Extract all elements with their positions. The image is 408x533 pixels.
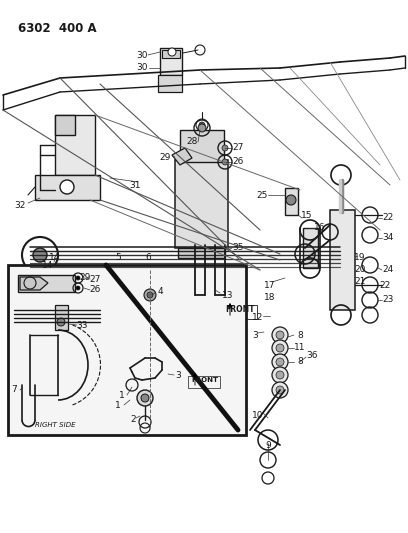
Text: 11: 11 — [294, 343, 306, 352]
Text: 30: 30 — [136, 63, 148, 72]
Text: 1: 1 — [119, 391, 125, 400]
Circle shape — [198, 124, 206, 132]
Circle shape — [272, 367, 288, 383]
Text: FRONT: FRONT — [225, 305, 255, 314]
Text: 29: 29 — [159, 154, 171, 163]
Text: 9: 9 — [265, 440, 271, 449]
Circle shape — [147, 292, 153, 298]
Circle shape — [76, 276, 80, 280]
Text: 21: 21 — [354, 278, 366, 287]
Text: 16: 16 — [314, 223, 326, 232]
Bar — [222, 305, 257, 319]
Circle shape — [57, 318, 65, 326]
Text: 22: 22 — [382, 214, 394, 222]
Text: 29: 29 — [79, 273, 91, 282]
Polygon shape — [285, 188, 298, 215]
Text: 2: 2 — [130, 416, 136, 424]
Circle shape — [222, 159, 228, 165]
Text: 1: 1 — [115, 400, 121, 409]
Circle shape — [60, 180, 74, 194]
Text: 25: 25 — [256, 190, 268, 199]
Text: 5: 5 — [115, 254, 121, 262]
Circle shape — [272, 340, 288, 356]
Circle shape — [272, 382, 288, 398]
Polygon shape — [175, 160, 228, 248]
Text: 14: 14 — [49, 254, 61, 262]
Text: 27: 27 — [89, 276, 101, 285]
Text: 26: 26 — [232, 157, 244, 166]
Polygon shape — [158, 75, 182, 92]
Polygon shape — [178, 248, 225, 258]
Text: 10: 10 — [252, 410, 264, 419]
Text: 7: 7 — [11, 385, 17, 394]
Text: 22: 22 — [379, 280, 390, 289]
Polygon shape — [303, 228, 318, 268]
Text: 18: 18 — [264, 294, 276, 303]
Polygon shape — [35, 175, 100, 200]
Circle shape — [272, 327, 288, 343]
Text: 8: 8 — [297, 358, 303, 367]
Circle shape — [276, 344, 284, 352]
Bar — [8, 265, 246, 435]
Polygon shape — [55, 115, 75, 135]
Text: 35: 35 — [232, 244, 244, 253]
Text: 19: 19 — [354, 254, 366, 262]
Text: 24: 24 — [382, 265, 394, 274]
Text: 17: 17 — [264, 280, 276, 289]
Circle shape — [276, 386, 284, 394]
Text: 6302  400 A: 6302 400 A — [18, 22, 97, 35]
Text: 14: 14 — [42, 261, 54, 270]
Text: 6: 6 — [145, 254, 151, 262]
Text: 4: 4 — [157, 287, 163, 296]
Polygon shape — [160, 48, 182, 75]
Text: FRONT: FRONT — [191, 377, 219, 383]
Polygon shape — [162, 50, 180, 58]
Text: 31: 31 — [129, 181, 141, 190]
Text: 15: 15 — [301, 211, 313, 220]
Circle shape — [137, 390, 153, 406]
Polygon shape — [20, 277, 48, 290]
Text: 8: 8 — [297, 330, 303, 340]
Polygon shape — [55, 115, 95, 175]
Circle shape — [272, 354, 288, 370]
Circle shape — [222, 145, 228, 151]
Circle shape — [276, 331, 284, 339]
Circle shape — [199, 122, 205, 128]
Circle shape — [276, 371, 284, 379]
Text: 30: 30 — [136, 51, 148, 60]
Text: 3: 3 — [175, 370, 181, 379]
Text: 20: 20 — [354, 265, 366, 274]
Circle shape — [276, 358, 284, 366]
Circle shape — [141, 394, 149, 402]
Circle shape — [76, 286, 80, 290]
Polygon shape — [55, 305, 68, 330]
Text: 34: 34 — [382, 233, 394, 243]
Polygon shape — [180, 130, 224, 162]
Polygon shape — [172, 148, 192, 165]
Text: 3: 3 — [252, 330, 258, 340]
Bar — [188, 376, 220, 388]
Text: 12: 12 — [252, 313, 264, 322]
Text: RIGHT SIDE: RIGHT SIDE — [35, 422, 75, 428]
Text: 13: 13 — [222, 290, 234, 300]
Polygon shape — [330, 210, 355, 310]
Text: 26: 26 — [89, 286, 101, 295]
Circle shape — [144, 289, 156, 301]
Text: 23: 23 — [382, 295, 394, 304]
Text: 32: 32 — [14, 200, 26, 209]
Circle shape — [168, 48, 176, 56]
Circle shape — [286, 195, 296, 205]
Text: 36: 36 — [306, 351, 318, 359]
Polygon shape — [18, 275, 75, 292]
Text: 27: 27 — [232, 143, 244, 152]
Circle shape — [33, 248, 47, 262]
Text: 28: 28 — [186, 138, 198, 147]
Text: 33: 33 — [76, 320, 88, 329]
